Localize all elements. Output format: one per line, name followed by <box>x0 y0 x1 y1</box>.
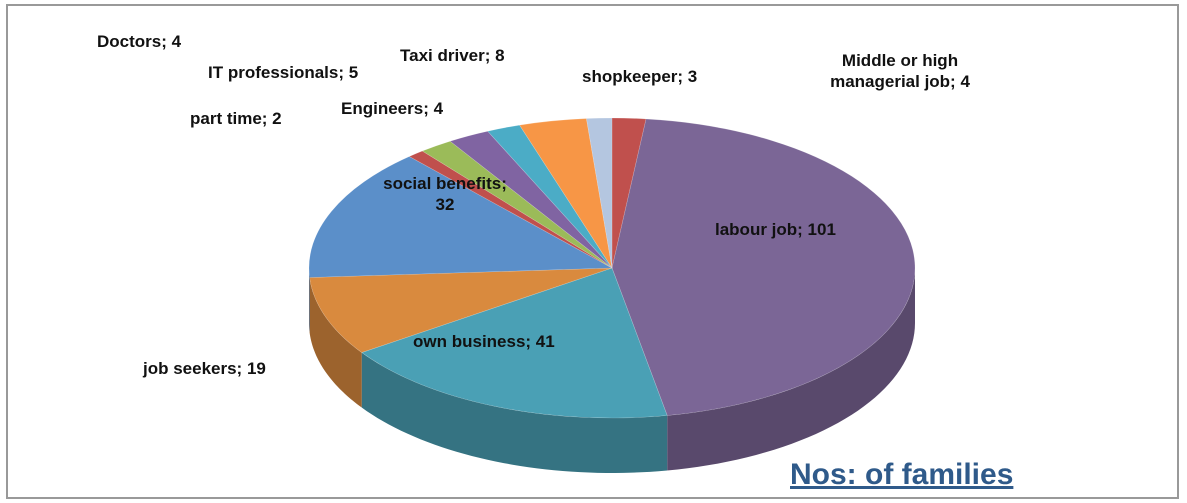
data-label: labour job; 101 <box>715 220 836 239</box>
data-label: Middle or high managerial job; 4 <box>830 51 970 91</box>
slice <box>308 156 614 278</box>
data-label: Engineers; 4 <box>341 99 444 118</box>
data-label: shopkeeper; 3 <box>582 67 698 86</box>
slice <box>487 124 613 269</box>
data-label: Taxi driver; 8 <box>400 46 505 65</box>
slice <box>586 117 613 269</box>
slice-side <box>309 277 362 408</box>
slice <box>309 267 613 353</box>
data-label: own business; 41 <box>413 332 555 351</box>
slice-side <box>309 268 310 333</box>
slice <box>361 267 668 419</box>
frame <box>6 4 1179 499</box>
data-label: part time; 2 <box>190 109 282 128</box>
data-label: social benefits; 32 <box>383 174 507 214</box>
slice <box>611 117 647 269</box>
slice <box>519 118 613 269</box>
slice <box>421 140 613 269</box>
data-label: job seekers; 19 <box>143 359 266 378</box>
slice-side <box>667 268 915 471</box>
slice <box>408 150 613 269</box>
chart-title: Nos: of families <box>790 458 1014 491</box>
slice <box>449 130 613 269</box>
slice <box>611 118 916 416</box>
data-label: Doctors; 4 <box>97 32 182 51</box>
data-label: IT professionals; 5 <box>208 63 359 82</box>
slice-side <box>361 352 668 473</box>
